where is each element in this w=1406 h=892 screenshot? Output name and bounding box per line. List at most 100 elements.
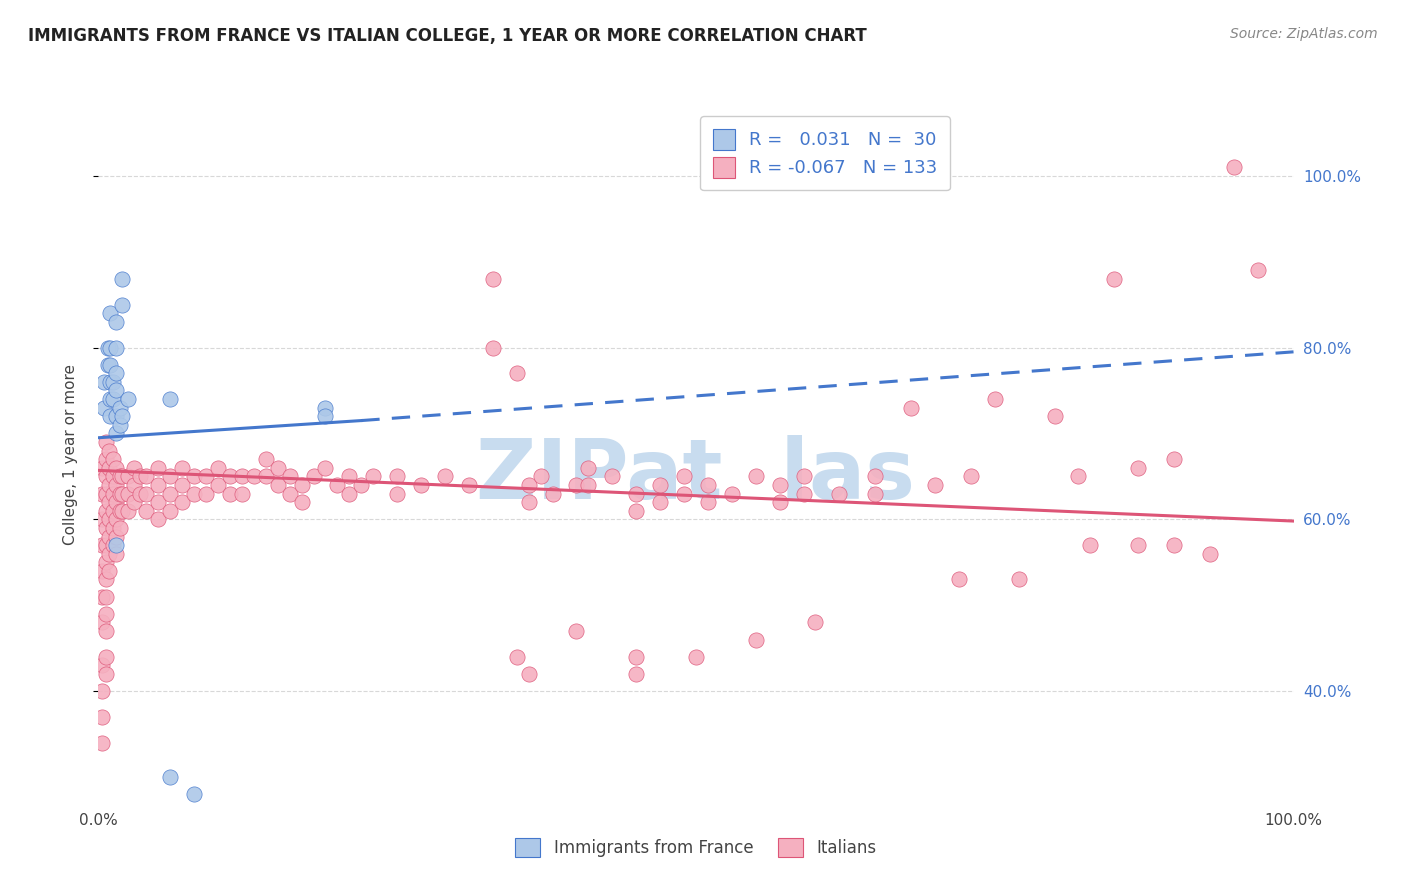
- Point: [148, 495, 170, 509]
- Point: [626, 649, 648, 664]
- Point: [98, 341, 122, 355]
- Point: [117, 504, 139, 518]
- Point: [98, 409, 122, 424]
- Point: [94, 624, 117, 638]
- Point: [94, 521, 117, 535]
- Point: [602, 469, 624, 483]
- Point: [159, 770, 181, 784]
- Point: [481, 272, 505, 286]
- Point: [105, 538, 128, 552]
- Point: [105, 478, 128, 492]
- Point: [194, 469, 218, 483]
- Point: [648, 495, 672, 509]
- Point: [745, 632, 768, 647]
- Point: [481, 341, 505, 355]
- Point: [105, 341, 128, 355]
- Point: [159, 504, 181, 518]
- Point: [828, 486, 851, 500]
- Point: [94, 555, 117, 569]
- Point: [648, 478, 672, 492]
- Point: [98, 478, 121, 492]
- Point: [1067, 469, 1090, 483]
- Point: [626, 504, 648, 518]
- Point: [124, 495, 146, 509]
- Point: [1043, 409, 1066, 424]
- Point: [1128, 538, 1150, 552]
- Y-axis label: College, 1 year or more: College, 1 year or more: [63, 365, 77, 545]
- Point: [91, 710, 114, 724]
- Point: [101, 538, 124, 552]
- Point: [506, 649, 529, 664]
- Point: [517, 495, 540, 509]
- Point: [111, 409, 134, 424]
- Point: [93, 375, 115, 389]
- Point: [1007, 573, 1029, 587]
- Point: [105, 529, 128, 543]
- Point: [94, 590, 117, 604]
- Point: [91, 590, 114, 604]
- Point: [135, 486, 157, 500]
- Point: [194, 486, 218, 500]
- Text: Source: ZipAtlas.com: Source: ZipAtlas.com: [1230, 27, 1378, 41]
- Point: [363, 469, 385, 483]
- Point: [111, 272, 134, 286]
- Point: [673, 486, 696, 500]
- Point: [517, 478, 540, 492]
- Point: [91, 736, 114, 750]
- Point: [565, 478, 588, 492]
- Point: [135, 504, 157, 518]
- Point: [697, 495, 720, 509]
- Point: [91, 615, 114, 630]
- Point: [159, 392, 181, 406]
- Point: [97, 358, 120, 372]
- Point: [529, 469, 551, 483]
- Point: [108, 521, 131, 535]
- Point: [433, 469, 456, 483]
- Point: [108, 486, 131, 500]
- Point: [172, 495, 194, 509]
- Point: [243, 469, 266, 483]
- Point: [231, 486, 253, 500]
- Point: [768, 495, 790, 509]
- Point: [159, 486, 181, 500]
- Point: [207, 478, 229, 492]
- Point: [278, 469, 301, 483]
- Point: [626, 486, 648, 500]
- Point: [98, 306, 122, 320]
- Point: [315, 401, 337, 415]
- Point: [101, 521, 124, 535]
- Point: [105, 409, 128, 424]
- Point: [94, 607, 117, 621]
- Point: [108, 417, 131, 432]
- Point: [183, 787, 205, 801]
- Point: [98, 392, 122, 406]
- Point: [863, 469, 887, 483]
- Point: [183, 469, 205, 483]
- Point: [117, 486, 139, 500]
- Point: [111, 486, 134, 500]
- Point: [172, 478, 194, 492]
- Point: [117, 392, 139, 406]
- Point: [93, 401, 115, 415]
- Point: [267, 460, 290, 475]
- Point: [105, 384, 128, 398]
- Point: [1222, 160, 1246, 174]
- Point: [101, 392, 124, 406]
- Point: [108, 504, 131, 518]
- Point: [984, 392, 1007, 406]
- Point: [98, 460, 121, 475]
- Point: [1246, 263, 1268, 277]
- Point: [576, 478, 599, 492]
- Point: [94, 573, 117, 587]
- Point: [745, 469, 768, 483]
- Point: [129, 469, 152, 483]
- Point: [1102, 272, 1125, 286]
- Point: [626, 667, 648, 681]
- Point: [124, 460, 146, 475]
- Point: [98, 495, 121, 509]
- Point: [1163, 452, 1185, 467]
- Point: [315, 409, 337, 424]
- Point: [172, 460, 194, 475]
- Point: [148, 460, 170, 475]
- Point: [98, 358, 122, 372]
